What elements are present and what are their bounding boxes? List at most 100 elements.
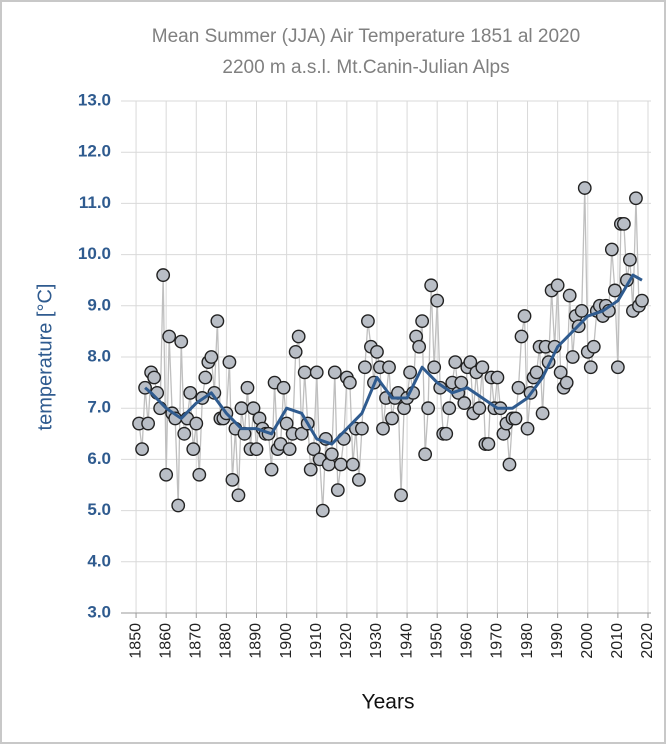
data-point bbox=[616, 216, 631, 231]
data-point bbox=[508, 411, 523, 426]
y-tick-label: 11.0 bbox=[79, 193, 111, 212]
data-point bbox=[574, 304, 589, 318]
data-point bbox=[297, 365, 312, 380]
data-point bbox=[249, 442, 264, 457]
data-point bbox=[623, 252, 637, 267]
data-point bbox=[376, 421, 390, 436]
data-point bbox=[282, 442, 297, 457]
data-point bbox=[370, 344, 384, 359]
data-point bbox=[324, 447, 339, 462]
y-tick-label: 3.0 bbox=[87, 602, 111, 621]
y-tick-label: 8.0 bbox=[87, 346, 111, 365]
data-point bbox=[490, 370, 505, 385]
data-point bbox=[385, 411, 399, 426]
data-point bbox=[315, 503, 330, 518]
data-point bbox=[610, 360, 625, 375]
x-tick-label: 2010 bbox=[609, 623, 626, 659]
data-point bbox=[382, 360, 396, 375]
data-point bbox=[147, 370, 162, 385]
data-point bbox=[415, 314, 430, 329]
data-point bbox=[629, 191, 643, 206]
y-tick-label: 13.0 bbox=[78, 90, 111, 109]
chart-title: Mean Summer (JJA) Air Temperature 1851 a… bbox=[152, 26, 580, 47]
data-point bbox=[472, 401, 487, 416]
data-point bbox=[303, 462, 318, 477]
data-point bbox=[553, 365, 568, 380]
data-point bbox=[231, 488, 246, 503]
data-point bbox=[535, 406, 550, 421]
data-point bbox=[198, 370, 213, 385]
data-point bbox=[430, 293, 445, 308]
data-point bbox=[463, 355, 478, 370]
y-tick-label: 9.0 bbox=[87, 295, 111, 314]
data-point bbox=[225, 472, 240, 487]
data-point bbox=[448, 355, 463, 370]
data-point bbox=[135, 442, 149, 457]
data-point bbox=[358, 360, 372, 375]
data-point bbox=[403, 365, 417, 380]
y-tick-label: 6.0 bbox=[87, 449, 111, 468]
y-tick-label: 7.0 bbox=[87, 398, 111, 417]
data-point bbox=[421, 401, 436, 416]
data-point bbox=[604, 242, 619, 257]
x-tick-label: 1940 bbox=[398, 623, 415, 659]
data-point bbox=[279, 416, 294, 431]
data-point bbox=[264, 462, 279, 477]
x-tick-label: 1920 bbox=[338, 623, 355, 659]
data-point bbox=[475, 360, 490, 375]
data-point bbox=[294, 426, 309, 441]
x-tick-label: 1930 bbox=[368, 623, 385, 659]
data-point bbox=[418, 447, 433, 462]
x-tick-label: 1890 bbox=[248, 623, 265, 659]
data-point bbox=[222, 355, 237, 370]
data-point bbox=[427, 360, 442, 375]
data-point bbox=[240, 380, 255, 395]
data-point bbox=[394, 488, 408, 503]
data-point bbox=[442, 401, 457, 416]
data-point bbox=[210, 314, 225, 329]
data-point bbox=[520, 421, 535, 436]
data-point bbox=[330, 483, 345, 498]
x-tick-label: 1980 bbox=[519, 623, 536, 659]
data-point bbox=[583, 360, 598, 375]
data-point bbox=[345, 457, 360, 472]
data-point bbox=[562, 288, 577, 303]
x-tick-label: 1960 bbox=[459, 623, 476, 659]
data-point bbox=[517, 309, 532, 323]
x-tick-label: 1910 bbox=[308, 623, 325, 659]
x-tick-label: 1990 bbox=[549, 623, 566, 659]
data-point bbox=[559, 375, 574, 390]
data-point bbox=[577, 181, 592, 195]
data-point bbox=[502, 457, 517, 472]
x-tick-label: 1970 bbox=[489, 623, 506, 659]
data-point bbox=[342, 375, 357, 390]
data-point bbox=[204, 350, 219, 364]
data-point bbox=[412, 339, 427, 354]
data-point bbox=[186, 442, 201, 457]
x-tick-label: 1880 bbox=[218, 623, 235, 659]
y-tick-label: 4.0 bbox=[87, 551, 111, 570]
data-point bbox=[635, 293, 649, 308]
y-axis-label: temperature [°C] bbox=[34, 284, 56, 431]
data-point bbox=[607, 283, 622, 298]
data-point bbox=[565, 350, 580, 364]
data-point bbox=[291, 329, 306, 344]
data-point bbox=[514, 329, 529, 344]
data-point bbox=[355, 421, 369, 436]
data-point bbox=[327, 365, 342, 380]
y-tick-label: 10.0 bbox=[78, 244, 111, 263]
trend-line bbox=[144, 273, 643, 446]
data-point bbox=[309, 365, 324, 380]
y-tick-label: 5.0 bbox=[87, 500, 111, 519]
data-point bbox=[481, 437, 496, 451]
data-point bbox=[586, 339, 601, 354]
x-tick-label: 1860 bbox=[157, 623, 174, 659]
data-point bbox=[162, 329, 177, 344]
y-tick-label: 12.0 bbox=[78, 142, 111, 161]
data-point bbox=[174, 334, 189, 349]
data-point bbox=[457, 396, 472, 410]
x-tick-label: 1870 bbox=[188, 623, 205, 659]
data-point bbox=[529, 365, 544, 380]
data-point bbox=[424, 278, 439, 293]
data-point bbox=[177, 426, 192, 441]
